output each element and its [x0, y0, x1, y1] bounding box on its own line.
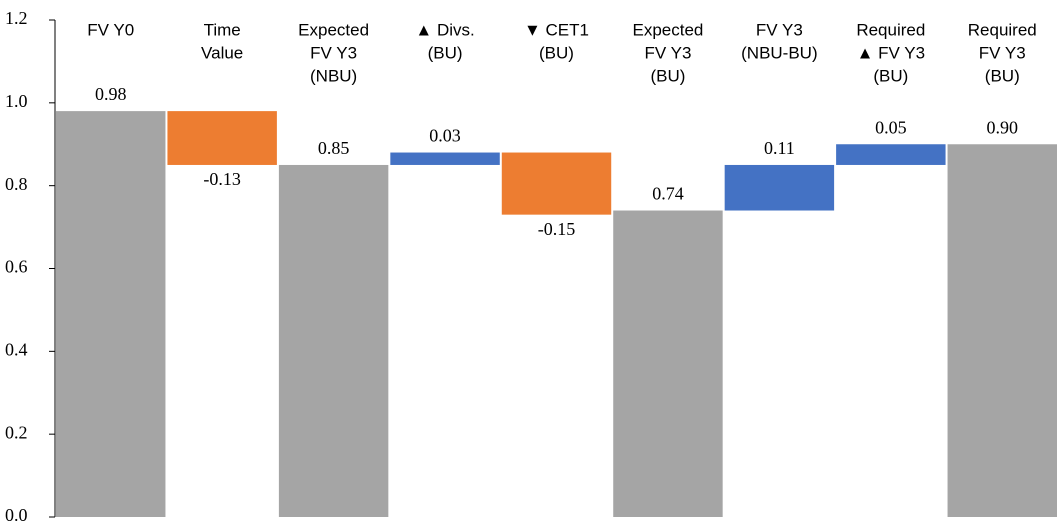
category-label: FV Y0	[87, 20, 134, 39]
value-label: 0.74	[652, 184, 684, 204]
category-label: Time	[204, 20, 241, 39]
y-tick-label: 1.0	[5, 91, 28, 111]
value-label: 0.98	[95, 84, 127, 104]
bar	[278, 164, 389, 518]
bar	[501, 152, 612, 215]
y-tick-label: 0.2	[5, 422, 28, 442]
y-tick-label: 1.2	[5, 8, 28, 28]
category-label: FV Y3	[756, 20, 803, 39]
y-tick-label: 0.0	[5, 505, 28, 525]
category-label: FV Y3	[310, 43, 357, 62]
category-label: ▼ CET1	[524, 20, 589, 39]
category-label: (BU)	[539, 43, 574, 62]
value-label: 0.11	[764, 138, 795, 158]
value-label: 0.03	[429, 126, 461, 146]
bar	[613, 210, 723, 517]
value-label: 0.85	[318, 138, 350, 158]
bar	[56, 111, 166, 517]
bar	[167, 111, 277, 165]
category-label: Expected	[298, 20, 369, 39]
category-label: ▲ FV Y3	[857, 43, 925, 62]
category-label: (BU)	[650, 66, 685, 85]
value-label: -0.15	[538, 219, 576, 239]
category-label: Required	[856, 20, 925, 39]
category-label: Value	[201, 43, 243, 62]
value-label: 0.05	[875, 117, 907, 137]
value-label: 0.90	[987, 117, 1019, 137]
category-label: (NBU-BU)	[741, 43, 818, 62]
category-label: (NBU)	[310, 66, 357, 85]
y-tick-label: 0.4	[5, 339, 28, 359]
y-tick-label: 0.8	[5, 174, 28, 194]
bar	[836, 144, 946, 165]
category-label: FV Y3	[644, 43, 691, 62]
bar	[724, 164, 835, 211]
category-label: (BU)	[985, 66, 1020, 85]
category-label: Expected	[632, 20, 703, 39]
category-label: (BU)	[873, 66, 908, 85]
category-label: Required	[968, 20, 1037, 39]
category-label: (BU)	[428, 43, 463, 62]
category-label: ▲ Divs.	[415, 20, 474, 39]
y-tick-label: 0.6	[5, 257, 28, 277]
bar	[390, 152, 500, 165]
category-label: FV Y3	[979, 43, 1026, 62]
bar	[947, 144, 1057, 517]
value-label: -0.13	[203, 169, 241, 189]
